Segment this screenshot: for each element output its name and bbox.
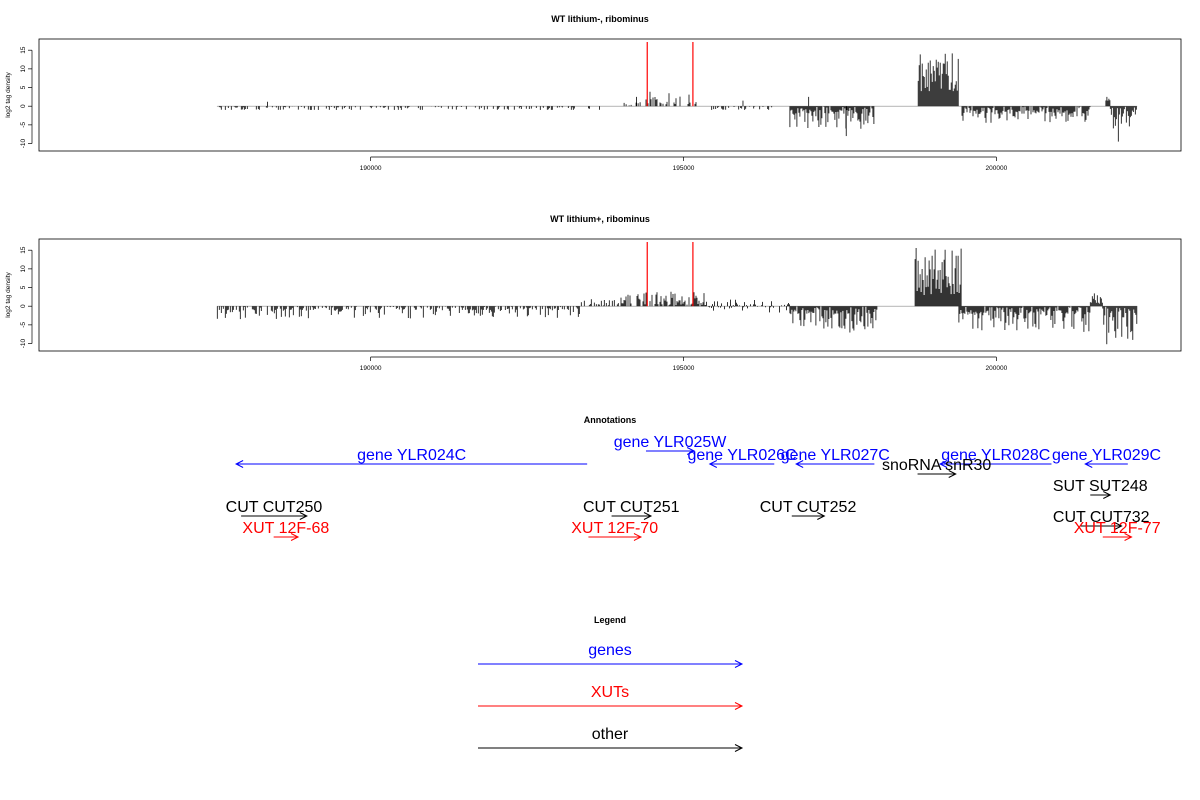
y-axis-label: log2 tag density xyxy=(5,271,12,317)
x-tick-label: 190000 xyxy=(360,365,382,372)
feature-label: CUT CUT252 xyxy=(760,499,857,516)
feature-gene-ylr025w: gene YLR025W xyxy=(614,434,728,455)
x-tick-label: 200000 xyxy=(986,165,1008,172)
legend-item-label: other xyxy=(592,726,629,743)
feature-gene-ylr024c: gene YLR024C xyxy=(234,447,588,468)
feature-arrow-head xyxy=(643,512,653,520)
legend-item-label: genes xyxy=(588,642,632,659)
feature-arrow-head xyxy=(708,460,718,468)
legend-title: Legend xyxy=(594,615,626,625)
feature-label: gene YLR029C xyxy=(1052,447,1161,464)
feature-arrow-head xyxy=(795,460,804,468)
feature-cut-cut250: CUT CUT250 xyxy=(226,499,323,520)
track-panel-lithium-plus: WT lithium+, ribominus 15 10 5 0 -5 -10 log2 ta… xyxy=(5,214,1182,372)
legend-arrow-head xyxy=(734,702,744,710)
chart-title: WT lithium-, ribominus xyxy=(551,14,649,24)
signal-bars xyxy=(216,53,1137,142)
legend-panel: Legend genes XUTs other xyxy=(478,615,744,752)
feature-arrow-head xyxy=(1103,491,1112,499)
feature-arrow-head xyxy=(299,512,308,520)
feature-gene-ylr029c: gene YLR029C xyxy=(1052,447,1161,468)
feature-label: CUT CUT250 xyxy=(226,499,323,516)
y-tick-label: -5 xyxy=(20,322,27,328)
feature-snorna-snr30: snoRNA snR30 xyxy=(882,457,991,478)
feature-xut-12f-70: XUT 12F-70 xyxy=(571,520,658,541)
x-tick-label: 195000 xyxy=(673,365,695,372)
y-tick-label: 15 xyxy=(20,246,27,254)
y-tick-label: 5 xyxy=(20,85,27,89)
signal-bars xyxy=(216,248,1138,345)
y-tick-label: -10 xyxy=(20,338,27,348)
feature-sut-sut248: SUT SUT248 xyxy=(1053,478,1148,499)
feature-arrow-head xyxy=(234,460,244,468)
feature-label: gene YLR024C xyxy=(357,447,466,464)
legend-item-xuts: XUTs xyxy=(478,684,744,710)
y-tick-label: -5 xyxy=(20,122,27,128)
y-tick-label: -10 xyxy=(20,138,27,148)
feature-arrow-head xyxy=(938,460,948,468)
feature-arrow-head xyxy=(1084,460,1093,468)
feature-label: gene YLR027C xyxy=(781,447,890,464)
y-tick-label: 0 xyxy=(20,104,27,108)
plot-frame xyxy=(38,38,1182,152)
feature-cut-cut251: CUT CUT251 xyxy=(583,499,680,520)
y-tick-label: 15 xyxy=(20,46,27,54)
feature-arrow-head xyxy=(633,533,643,541)
feature-arrow-head xyxy=(686,447,696,455)
feature-gene-ylr027c: gene YLR027C xyxy=(781,447,890,468)
feature-label: XUT 12F-77 xyxy=(1074,520,1161,537)
feature-arrow-head xyxy=(817,512,826,520)
legend-item-other: other xyxy=(478,726,744,752)
feature-label: CUT CUT732 xyxy=(1053,509,1150,526)
x-tick-label: 195000 xyxy=(673,165,695,172)
y-tick-label: 10 xyxy=(20,65,27,73)
feature-label: XUT 12F-68 xyxy=(242,520,329,537)
legend-arrow-head xyxy=(734,660,744,668)
feature-gene-ylr026c: gene YLR026C xyxy=(687,447,797,468)
chart-title: WT lithium+, ribominus xyxy=(550,214,650,224)
y-tick-label: 0 xyxy=(20,304,27,308)
feature-label: gene YLR026C xyxy=(687,447,796,464)
legend-item-label: XUTs xyxy=(591,684,629,701)
feature-arrow-head xyxy=(1124,533,1133,541)
annotations-title: Annotations xyxy=(584,415,637,425)
feature-label: XUT 12F-70 xyxy=(571,520,658,537)
feature-cut-cut252: CUT CUT252 xyxy=(760,499,857,520)
feature-label: snoRNA snR30 xyxy=(882,457,991,474)
x-tick-label: 200000 xyxy=(986,365,1008,372)
track-panel-lithium-minus: WT lithium-, ribominus 15 10 5 0 -5 -10 log2 ta… xyxy=(5,14,1182,172)
x-tick-label: 190000 xyxy=(360,165,382,172)
feature-label: gene YLR028C xyxy=(941,447,1050,464)
feature-arrow-head xyxy=(1114,522,1123,530)
y-tick-label: 5 xyxy=(20,285,27,289)
feature-label: CUT CUT251 xyxy=(583,499,680,516)
y-tick-label: 10 xyxy=(20,265,27,273)
feature-xut-12f-68: XUT 12F-68 xyxy=(242,520,329,541)
feature-gene-ylr028c: gene YLR028C xyxy=(938,447,1052,468)
feature-label: gene YLR025W xyxy=(614,434,728,451)
legend-item-genes: genes xyxy=(478,642,744,668)
feature-xut-12f-77: XUT 12F-77 xyxy=(1074,520,1161,541)
feature-arrow-head xyxy=(290,533,300,541)
feature-arrow-head xyxy=(948,470,957,478)
y-axis-label: log2 tag density xyxy=(5,71,12,117)
feature-label: SUT SUT248 xyxy=(1053,478,1148,495)
feature-cut-cut732: CUT CUT732 xyxy=(1053,509,1150,530)
legend-arrow-head xyxy=(734,744,744,752)
plot-frame xyxy=(38,238,1182,352)
